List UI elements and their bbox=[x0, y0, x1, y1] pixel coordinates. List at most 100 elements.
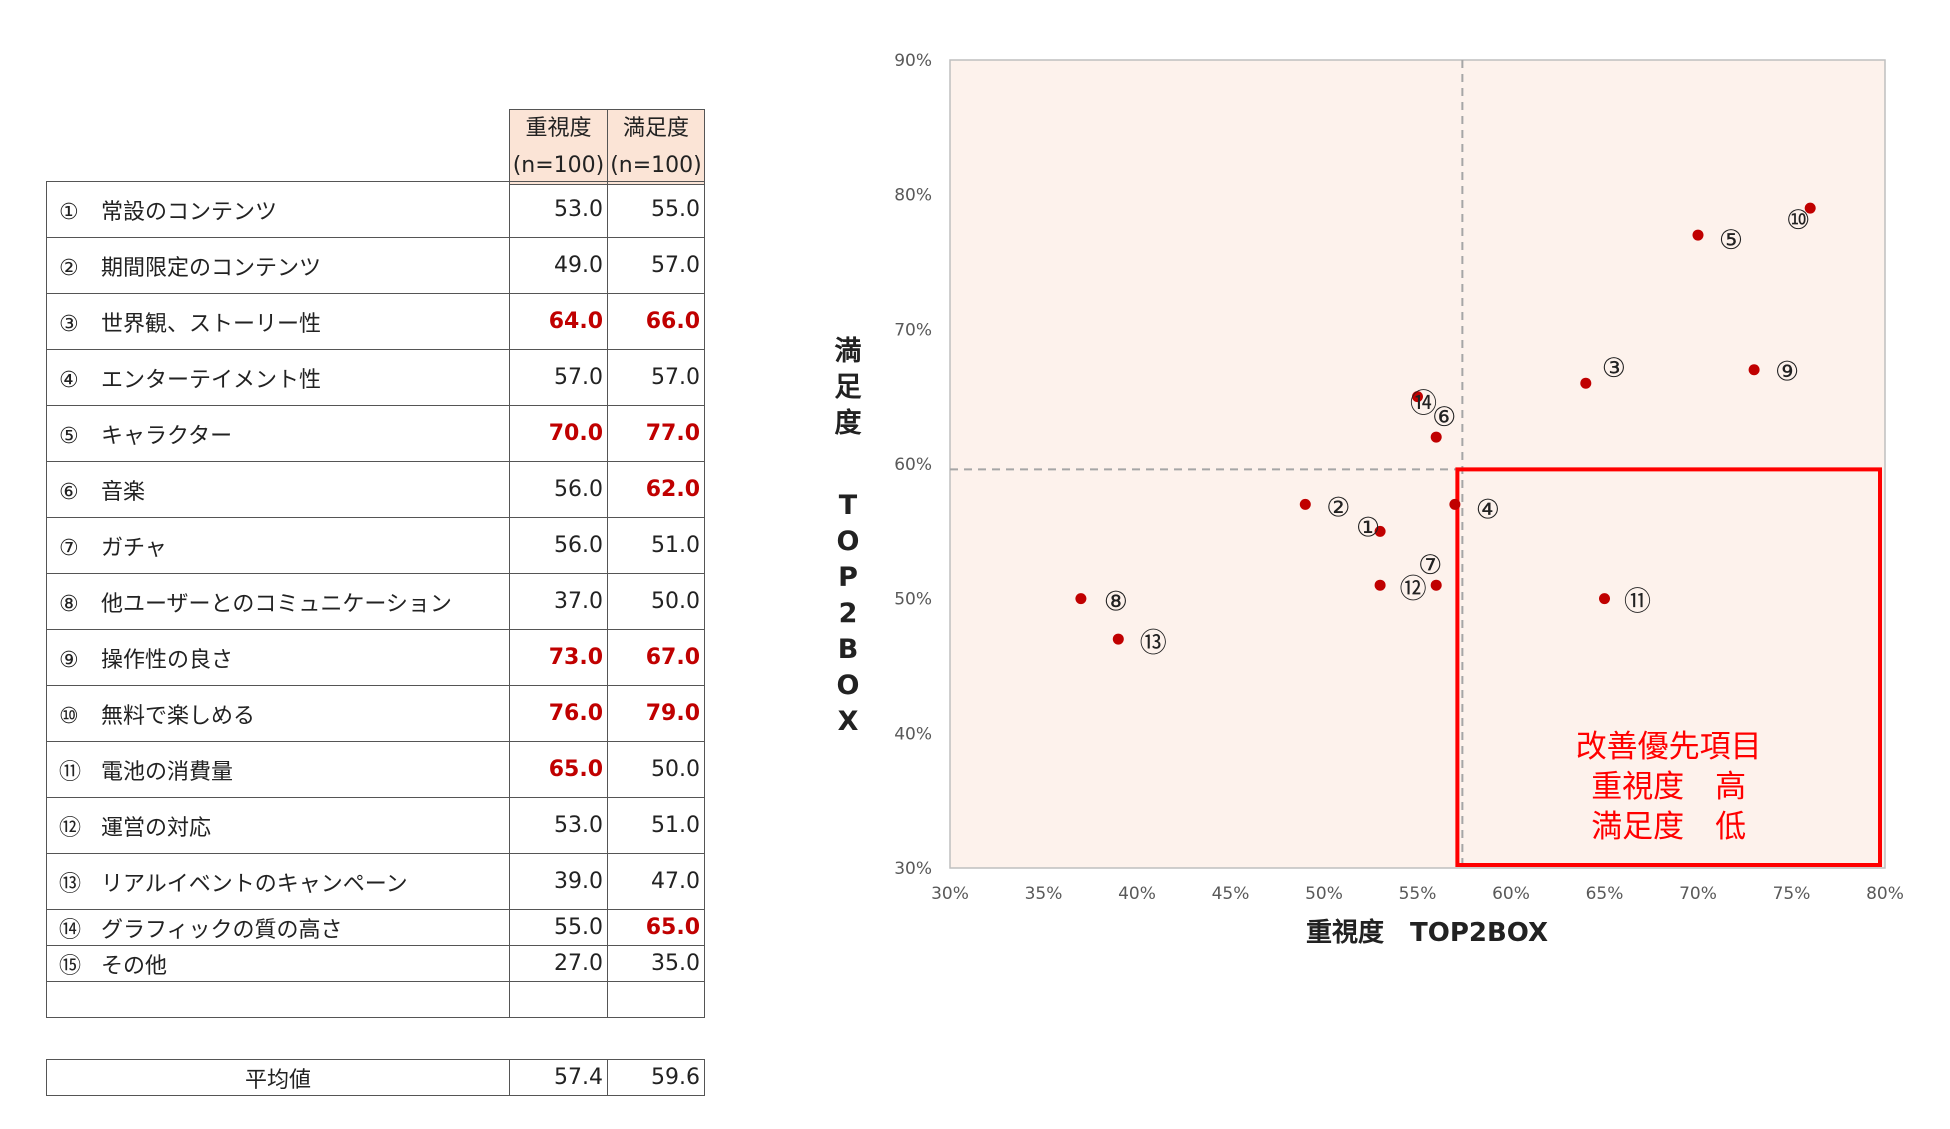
plot-area bbox=[949, 59, 1886, 869]
row-satisfaction: 62.0 bbox=[607, 461, 705, 518]
y-tick-label: 70% bbox=[894, 320, 932, 340]
row-item: ③ 世界観、ストーリー性 bbox=[46, 293, 510, 350]
priority-box bbox=[1455, 467, 1882, 867]
row-importance: 55.0 bbox=[509, 909, 608, 946]
x-tick-label: 40% bbox=[1118, 884, 1156, 904]
row-importance: 53.0 bbox=[509, 797, 608, 854]
data-point-label: ③ bbox=[1602, 353, 1626, 384]
table-row: ⑤ キャラクター 70.0 77.0 bbox=[46, 405, 705, 462]
row-importance: 39.0 bbox=[509, 853, 608, 910]
table-row: ⑫ 運営の対応 53.0 51.0 bbox=[46, 797, 705, 854]
header-satisfaction-n: (n=100) bbox=[610, 153, 702, 178]
average-label: 平均値 bbox=[46, 1059, 510, 1096]
data-point bbox=[1412, 391, 1423, 403]
row-item: ⑬ リアルイベントのキャンペーン bbox=[46, 853, 510, 910]
data-point-label: ⑧ bbox=[1104, 587, 1128, 618]
row-label: グラフィックの質の高さ bbox=[101, 917, 343, 943]
data-point-label: ⑭ bbox=[1410, 389, 1437, 420]
table-row: ⑨ 操作性の良さ 73.0 67.0 bbox=[46, 629, 705, 686]
point-layer: ①② ③ ④ ⑤ ⑥ ⑦ ⑧ ⑨ ⑩ ⑪ ⑫ ⑬ ⑭ bbox=[1075, 202, 1816, 659]
y-axis-title-char: 2 bbox=[839, 598, 858, 629]
row-satisfaction: 51.0 bbox=[607, 797, 705, 854]
row-number: ⑥ bbox=[59, 479, 79, 505]
table-row: ⑧ 他ユーザーとのコミュニケーション 37.0 50.0 bbox=[46, 573, 705, 630]
row-importance: 53.0 bbox=[509, 181, 608, 238]
row-number: ③ bbox=[59, 311, 79, 337]
data-point-label: ⑫ bbox=[1400, 574, 1427, 605]
row-importance: 57.0 bbox=[509, 349, 608, 406]
x-tick-label: 45% bbox=[1212, 884, 1250, 904]
data-point bbox=[1430, 431, 1442, 443]
row-item: ⑦ ガチャ bbox=[46, 517, 510, 574]
row-item: ⑥ 音楽 bbox=[46, 461, 510, 518]
data-point-label: ⑥ bbox=[1432, 402, 1456, 433]
data-point-label: ⑪ bbox=[1624, 587, 1651, 618]
empty-cell bbox=[607, 981, 705, 1018]
table-row: ② 期間限定のコンテンツ 49.0 57.0 bbox=[46, 237, 705, 294]
data-point bbox=[1112, 633, 1124, 645]
row-label: キャラクター bbox=[101, 423, 233, 449]
row-label: エンターテイメント性 bbox=[101, 367, 322, 393]
row-importance: 27.0 bbox=[509, 945, 608, 982]
row-importance: 56.0 bbox=[509, 517, 608, 574]
row-number: ⑦ bbox=[59, 535, 79, 561]
priority-box-text: 重視度 高 bbox=[1591, 769, 1746, 805]
row-satisfaction: 51.0 bbox=[607, 517, 705, 574]
y-axis-title-char: P bbox=[838, 562, 858, 593]
data-point bbox=[1374, 525, 1386, 537]
row-number: ⑪ bbox=[59, 759, 82, 785]
row-satisfaction: 35.0 bbox=[607, 945, 705, 982]
data-point bbox=[1804, 202, 1816, 214]
header-importance-label: 重視度 bbox=[525, 116, 592, 141]
row-importance: 64.0 bbox=[509, 293, 608, 350]
table-row: ④ エンターテイメント性 57.0 57.0 bbox=[46, 349, 705, 406]
row-item: ⑧ 他ユーザーとのコミュニケーション bbox=[46, 573, 510, 630]
x-tick-label: 75% bbox=[1773, 884, 1811, 904]
y-axis-title-char: T bbox=[839, 490, 858, 521]
row-number: ⑫ bbox=[59, 815, 82, 841]
y-tick-label: 90% bbox=[894, 51, 932, 71]
y-axis-title-char: B bbox=[838, 634, 859, 665]
row-label: 世界観、ストーリー性 bbox=[101, 311, 322, 337]
row-label: 無料で楽しめる bbox=[101, 703, 256, 729]
row-label: 電池の消費量 bbox=[101, 759, 234, 785]
x-tick-label: 80% bbox=[1866, 884, 1904, 904]
row-number: ① bbox=[59, 199, 79, 225]
y-axis-title-char: O bbox=[837, 526, 860, 557]
data-point-label: ⑦ bbox=[1418, 550, 1442, 581]
row-label: リアルイベントのキャンペーン bbox=[101, 871, 408, 897]
row-importance: 49.0 bbox=[509, 237, 608, 294]
row-label: ガチャ bbox=[101, 535, 167, 561]
data-point bbox=[1692, 229, 1704, 241]
row-satisfaction: 66.0 bbox=[607, 293, 705, 350]
row-satisfaction: 57.0 bbox=[607, 349, 705, 406]
items-table-body: ① 常設のコンテンツ 53.0 55.0 ② 期間限定のコンテンツ 49.0 57.0 ③ 世界観… bbox=[46, 181, 705, 1018]
x-tick-label: 30% bbox=[931, 884, 969, 904]
row-item: ⑮ その他 bbox=[46, 945, 510, 982]
row-item: ⑭ グラフィックの質の高さ bbox=[46, 909, 510, 946]
row-item: ④ エンターテイメント性 bbox=[46, 349, 510, 406]
table-row: ⑥ 音楽 56.0 62.0 bbox=[46, 461, 705, 518]
row-importance: 56.0 bbox=[509, 461, 608, 518]
data-point bbox=[1374, 579, 1386, 591]
header-importance: 重視度 (n=100) bbox=[509, 109, 608, 185]
data-point bbox=[1599, 593, 1610, 605]
row-label: 音楽 bbox=[101, 479, 146, 505]
row-label: その他 bbox=[101, 953, 168, 979]
y-axis-title-char: O bbox=[837, 670, 860, 701]
row-number: ② bbox=[59, 255, 79, 281]
header-importance-n: (n=100) bbox=[512, 153, 605, 178]
table-row-empty bbox=[46, 981, 705, 1018]
row-importance: 37.0 bbox=[509, 573, 608, 630]
average-importance: 57.4 bbox=[509, 1059, 608, 1096]
row-number: ⑤ bbox=[59, 423, 79, 449]
axis-layer: 30% 35% 40% 45% 50% 55% 60% 65% 70% 75% 80% 30% 40% 5… bbox=[894, 51, 1904, 904]
average-table: 平均値 57.4 59.6 bbox=[46, 1059, 705, 1096]
header-satisfaction-label: 満足度 bbox=[622, 116, 689, 141]
header-satisfaction: 満足度 (n=100) bbox=[607, 109, 705, 185]
items-table: ① 常設のコンテンツ 53.0 55.0 ② 期間限定のコンテンツ 49.0 57.0 ③ 世界観… bbox=[46, 181, 705, 1018]
row-importance: 70.0 bbox=[509, 405, 608, 462]
y-axis-title-char: 満 bbox=[835, 336, 862, 367]
